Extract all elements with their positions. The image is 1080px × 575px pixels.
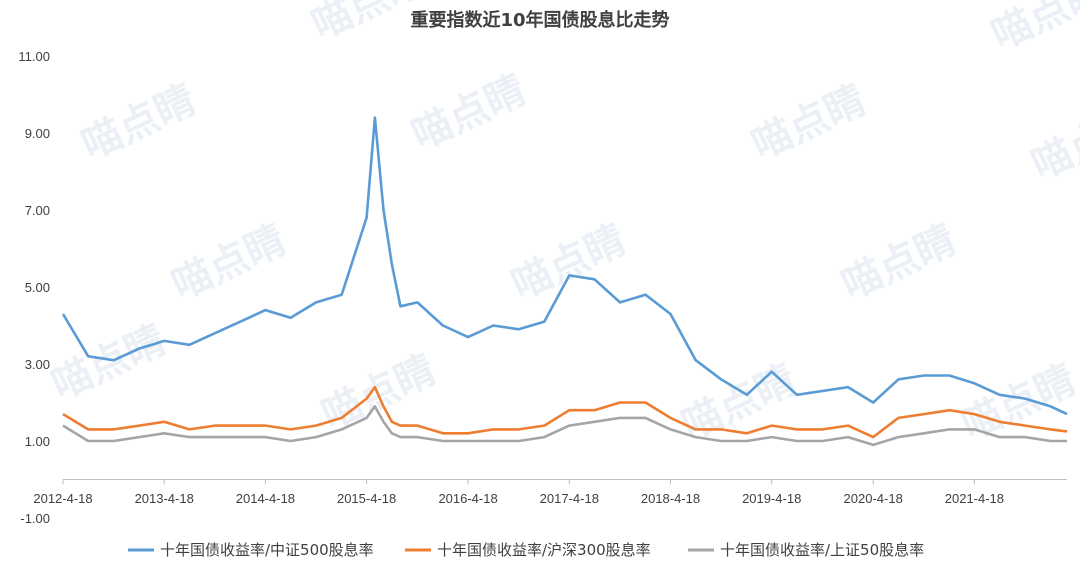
watermark-text: 喵点睛 <box>985 0 1080 59</box>
y-tick-label: 1.00 <box>25 434 50 449</box>
legend-label: 十年国债收益率/沪深300股息率 <box>437 541 651 559</box>
x-tick-label: 2015-4-18 <box>337 491 396 506</box>
watermark-text: 喵点睛 <box>45 317 173 409</box>
x-tick-label: 2019-4-18 <box>742 491 801 506</box>
x-tick-label: 2017-4-18 <box>540 491 599 506</box>
y-tick-label: 3.00 <box>25 357 50 372</box>
legend: 十年国债收益率/中证500股息率 十年国债收益率/沪深300股息率 十年国债收益率/… <box>128 541 924 559</box>
watermark-text: 喵点睛 <box>405 67 533 159</box>
watermark-text: 喵点睛 <box>835 217 963 309</box>
series-line <box>62 405 1067 447</box>
chart-title: 重要指数近10年国债股息比走势 <box>410 9 669 31</box>
x-tick-label: 2016-4-18 <box>438 491 497 506</box>
watermark-text: 喵点睛 <box>75 77 203 169</box>
x-tick-label: 2020-4-18 <box>844 491 903 506</box>
watermark-text: 喵点睛 <box>1025 97 1080 189</box>
legend-label: 十年国债收益率/上证50股息率 <box>720 541 924 559</box>
y-tick-label: 7.00 <box>25 203 50 218</box>
watermark-text: 喵点睛 <box>165 217 293 309</box>
series-layer <box>61 116 1068 447</box>
x-tick-label: 2014-4-18 <box>236 491 295 506</box>
series-line <box>62 385 1068 439</box>
legend-label: 十年国债收益率/中证500股息率 <box>160 541 374 559</box>
x-tick-label: 2012-4-18 <box>33 491 92 506</box>
watermark-text: 喵点睛 <box>955 357 1080 449</box>
y-tick-label: 5.00 <box>25 280 50 295</box>
y-tick-label: 11.00 <box>18 49 50 64</box>
series-line <box>61 116 1068 416</box>
watermark-text: 喵点睛 <box>745 77 873 169</box>
y-axis: 11.00 9.00 7.00 5.00 3.00 1.00 -1.00 <box>18 49 50 526</box>
x-tick-label: 2021-4-18 <box>945 491 1004 506</box>
y-tick-label: -1.00 <box>20 511 50 526</box>
watermark-text: 喵点睛 <box>675 357 803 449</box>
x-axis: 2012-4-18 2013-4-18 2014-4-18 2015-4-18 2016… <box>33 479 1067 506</box>
y-tick-label: 9.00 <box>25 126 50 141</box>
x-tick-label: 2013-4-18 <box>135 491 194 506</box>
x-tick-label: 2018-4-18 <box>641 491 700 506</box>
